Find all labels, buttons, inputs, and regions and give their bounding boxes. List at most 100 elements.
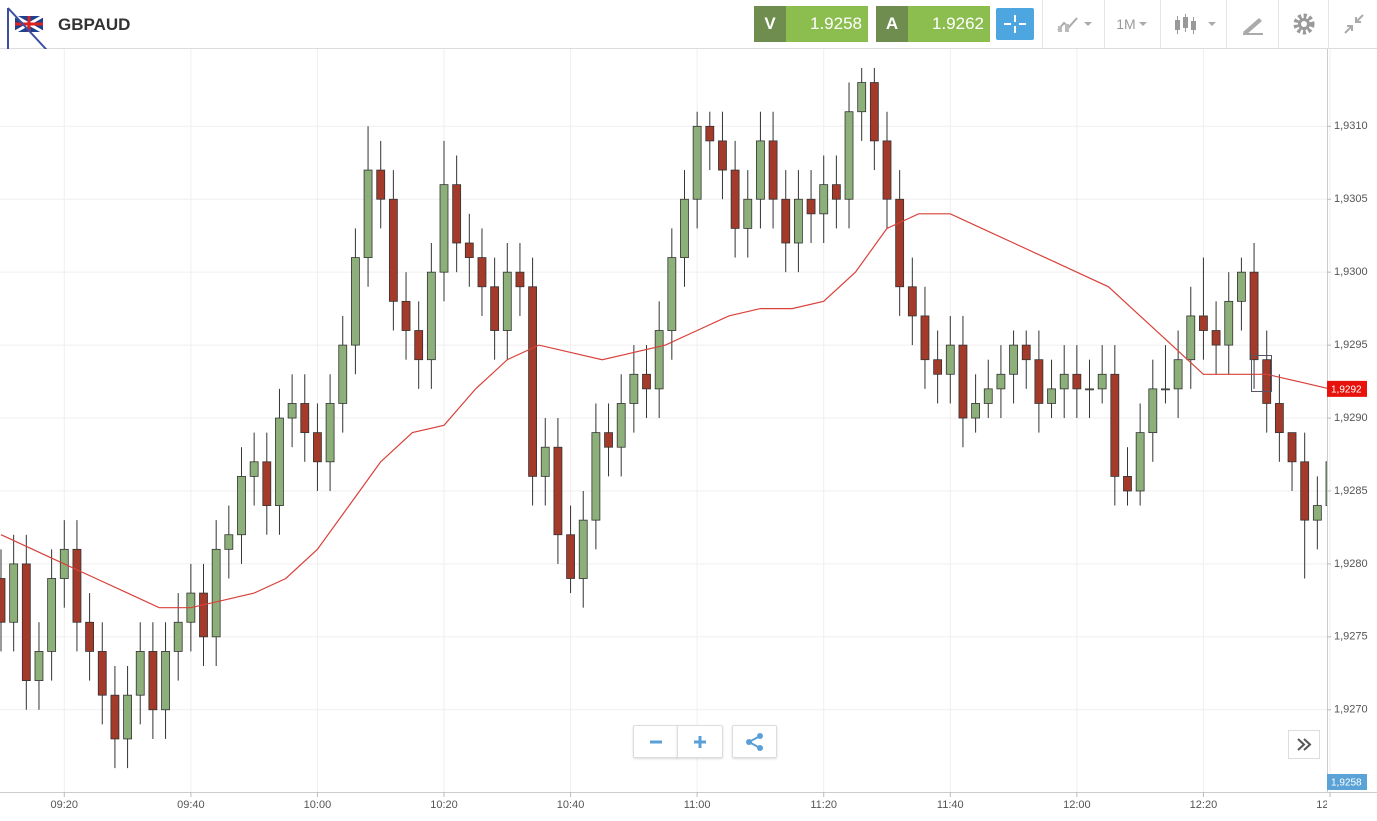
- candle-body: [1161, 388, 1170, 391]
- candle-body: [983, 388, 993, 404]
- candle-body: [287, 403, 297, 419]
- x-tick-label: 12:00: [1063, 799, 1091, 811]
- share-button[interactable]: [732, 725, 777, 758]
- crosshair-button[interactable]: [996, 8, 1034, 40]
- chart-type-button[interactable]: [1160, 0, 1227, 48]
- candle-body: [515, 271, 525, 288]
- x-tick-label: 09:40: [177, 799, 205, 811]
- zoom-out-button[interactable]: [633, 725, 678, 758]
- candle-body: [945, 344, 955, 375]
- candle-body: [743, 198, 753, 229]
- candle-body: [338, 344, 348, 404]
- candle-body: [578, 519, 588, 579]
- chart: 1,9270 1,9275 1,9280 1,9285 1,9290 1,9295 1,93…: [0, 49, 1377, 821]
- candle-body: [262, 461, 272, 506]
- candle-body: [1186, 315, 1196, 361]
- candle-body: [376, 169, 386, 200]
- candle-body: [794, 198, 803, 244]
- candle-body: [477, 257, 487, 288]
- candle-body: [414, 330, 424, 361]
- candle-body: [148, 651, 158, 711]
- timeframe-button[interactable]: 1M: [1104, 0, 1161, 48]
- candle-body: [97, 651, 107, 696]
- candle-body: [1237, 271, 1246, 302]
- candle-body: [0, 578, 6, 623]
- x-tick-label: 12:40: [1316, 799, 1344, 811]
- scroll-right-button[interactable]: [1288, 730, 1320, 759]
- candle-body: [566, 534, 575, 579]
- candle-body: [1009, 344, 1018, 375]
- crosshair-icon: [1004, 15, 1026, 33]
- candle-body: [439, 184, 449, 273]
- candle-body: [616, 403, 626, 448]
- price-marker-label: 1,9258: [1331, 778, 1362, 789]
- chart-type-icon: [1175, 14, 1216, 34]
- settings-button[interactable]: [1278, 0, 1329, 48]
- candle-body: [768, 140, 778, 200]
- sell-button[interactable]: V 1.9258: [754, 6, 868, 42]
- candle-body: [1262, 359, 1272, 404]
- x-tick-label: 09:20: [51, 799, 79, 811]
- candle-body: [161, 651, 170, 711]
- candle-body: [591, 432, 601, 521]
- candle-body: [388, 198, 398, 302]
- candle-body: [705, 125, 715, 142]
- price-marker-label: 1,9292: [1331, 385, 1362, 396]
- candle-body: [895, 198, 905, 288]
- candle-body: [869, 82, 879, 142]
- y-tick-label: 1,9285: [1334, 485, 1368, 497]
- candle-body: [21, 563, 31, 682]
- candle-body: [1072, 373, 1082, 390]
- zoom-in-button[interactable]: [677, 725, 723, 758]
- candle-body: [1300, 461, 1310, 521]
- candle-body: [1123, 475, 1132, 492]
- candle-body: [1135, 432, 1145, 492]
- candle-body: [123, 694, 132, 740]
- candle-body: [1199, 315, 1208, 331]
- candle-body: [1110, 373, 1120, 477]
- minimize-button[interactable]: [1328, 0, 1377, 48]
- plot-area: [0, 67, 1327, 769]
- candle-body: [313, 432, 322, 463]
- candle-body: [781, 198, 791, 244]
- minus-icon: [649, 740, 662, 743]
- candle-body: [1211, 330, 1221, 346]
- candle-body: [629, 373, 639, 404]
- indicators-button[interactable]: [1042, 0, 1105, 48]
- header-bar: GBPAUD V 1.9258 A 1.9262 1M: [0, 0, 1377, 61]
- timeframe: 1M: [1116, 16, 1136, 32]
- x-tick-label: 11:20: [810, 799, 837, 811]
- candle-body: [464, 242, 474, 258]
- candle-body: [1249, 271, 1259, 361]
- candle-body: [642, 373, 651, 390]
- buy-price: 1.9262: [908, 6, 990, 42]
- candle-body: [680, 198, 689, 258]
- candle-body: [1173, 359, 1183, 390]
- chart-background: [0, 49, 1377, 821]
- candle-body: [756, 140, 765, 200]
- candle-body: [47, 578, 57, 652]
- candle-body: [1325, 461, 1327, 506]
- candle-body: [1059, 373, 1069, 390]
- double-arrow-icon: [1297, 738, 1312, 751]
- candle-body: [1021, 344, 1031, 361]
- x-tick-labels: 09:20 09:40 10:00 10:20 10:40 11:00 11:20 11:40…: [51, 799, 1344, 811]
- candle-body: [452, 184, 462, 244]
- candle-body: [1034, 359, 1044, 404]
- settings-icon: [1293, 13, 1315, 35]
- candle-body: [540, 446, 550, 477]
- draw-button[interactable]: [1226, 0, 1279, 48]
- candle-body: [350, 257, 360, 346]
- candle-body: [34, 651, 44, 682]
- candle-body: [1224, 300, 1234, 346]
- minimize-icon: [1343, 14, 1364, 34]
- candle-body: [1312, 505, 1322, 521]
- candle-body: [844, 111, 854, 200]
- buy-label: A: [876, 6, 908, 42]
- sell-price: 1.9258: [786, 6, 868, 42]
- buy-button[interactable]: A 1.9262: [876, 6, 990, 42]
- candle-body: [249, 461, 259, 477]
- price-marker: [1327, 774, 1367, 790]
- price-marker: [1327, 380, 1367, 397]
- candle-body: [553, 446, 563, 536]
